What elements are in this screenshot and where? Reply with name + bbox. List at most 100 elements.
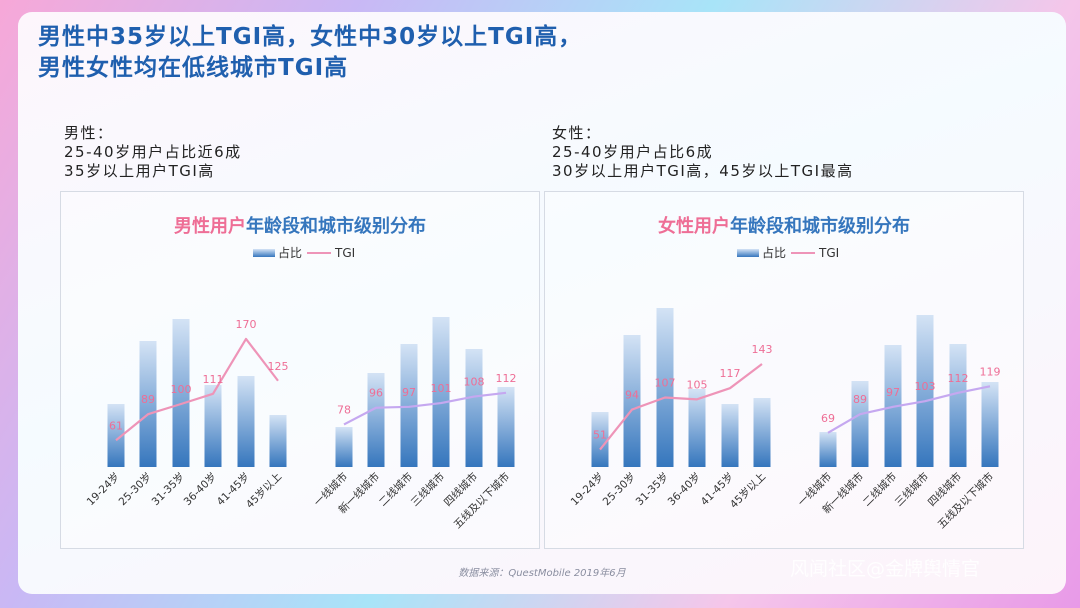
category-label: 31-35岁: [633, 470, 671, 508]
male-chart-panel: 男性用户年龄段和城市级别分布占比 TGI 61 89 100 111 170 125 19-24…: [60, 191, 540, 549]
share-bar: [172, 319, 190, 467]
category-label: 三线城市: [892, 470, 931, 509]
tgi-label: 78: [337, 403, 351, 416]
tgi-label: 89: [141, 393, 155, 406]
legend-tgi-label: TGI: [818, 246, 839, 260]
category-label: 19-24岁: [568, 470, 606, 508]
chart-title-highlight: 男性用户: [174, 215, 246, 237]
share-bar: [688, 389, 706, 467]
category-label: 三线城市: [408, 470, 447, 509]
share-bar: [949, 344, 967, 467]
share-bar: [916, 315, 934, 467]
category-label: 31-35岁: [149, 470, 187, 508]
tgi-label: 97: [886, 386, 900, 399]
tgi-label: 112: [496, 372, 517, 385]
headline: 男性中35岁以上TGI高，女性中30岁以上TGI高， 男性女性均在低线城市TGI…: [38, 22, 582, 84]
legend-share-label: 占比: [762, 245, 786, 260]
share-bar: [721, 404, 739, 467]
tgi-label: 96: [369, 387, 383, 400]
share-bar: [656, 308, 674, 467]
tgi-line: [599, 363, 763, 451]
tgi-label: 103: [915, 380, 936, 393]
tgi-label: 107: [655, 376, 676, 389]
tgi-label: 170: [236, 318, 257, 331]
female-note-label: 女性：: [552, 124, 602, 142]
tgi-line: [827, 385, 991, 434]
category-label: 19-24岁: [84, 470, 122, 508]
age-group: 51 94 107 105 117 143 19-24岁25-30岁31-35岁36-40岁…: [568, 308, 773, 511]
category-label: 二线城市: [860, 470, 899, 509]
tgi-label: 112: [948, 372, 969, 385]
category-label: 五线及以下城市: [451, 470, 512, 531]
category-label: 36-40岁: [665, 470, 703, 508]
tgi-label: 111: [203, 373, 224, 386]
tgi-label: 51: [593, 429, 607, 442]
share-bar: [237, 376, 255, 467]
male-note-line-2: 35岁以上用户TGI高: [64, 162, 215, 180]
category-label: 36-40岁: [181, 470, 219, 508]
tgi-label: 101: [431, 382, 452, 395]
age-group: 61 89 100 111 170 125 19-24岁25-30岁31-35岁36-40岁…: [84, 318, 289, 511]
female-note-line-1: 25-40岁用户占比6成: [552, 143, 714, 161]
male-note-line-1: 25-40岁用户占比近6成: [64, 143, 242, 161]
share-bar: [367, 373, 385, 467]
category-label: 45岁以上: [727, 470, 768, 511]
share-bar: [465, 349, 483, 467]
tgi-label: 125: [268, 360, 289, 373]
male-note-label: 男性：: [64, 124, 114, 142]
tgi-label: 97: [402, 386, 416, 399]
male-note: 男性： 25-40岁用户占比近6成 35岁以上用户TGI高: [64, 124, 242, 181]
chart-title-highlight: 女性用户: [658, 215, 730, 237]
tgi-label: 108: [464, 376, 485, 389]
chart-legend: 占比 TGI: [737, 245, 839, 260]
headline-line-2: 男性女性均在低线城市TGI高: [38, 55, 349, 81]
tgi-label: 100: [171, 383, 192, 396]
chart-title-rest: 年龄段和城市级别分布: [730, 215, 910, 237]
share-bar: [269, 415, 287, 467]
female-note-line-2: 30岁以上用户TGI高，45岁以上TGI最高: [552, 162, 854, 180]
chart-legend: 占比 TGI: [253, 245, 355, 260]
share-bar: [851, 381, 869, 467]
category-label: 25-30岁: [600, 470, 638, 508]
slide-card: 男性中35岁以上TGI高，女性中30岁以上TGI高， 男性女性均在低线城市TGI…: [18, 12, 1066, 594]
tgi-label: 61: [109, 419, 123, 432]
share-bar: [753, 398, 771, 467]
tgi-label: 94: [625, 389, 639, 402]
share-bar: [819, 432, 837, 467]
share-bar: [432, 317, 450, 467]
share-bar: [335, 427, 353, 467]
category-label: 五线及以下城市: [935, 470, 996, 531]
share-bar: [497, 387, 515, 467]
share-bar: [981, 382, 999, 467]
share-bar: [107, 404, 125, 467]
female-note: 女性： 25-40岁用户占比6成 30岁以上用户TGI高，45岁以上TGI最高: [552, 124, 854, 181]
share-bar: [204, 385, 222, 467]
share-bar: [139, 341, 157, 467]
share-bar: [400, 344, 418, 467]
legend-share-label: 占比: [278, 245, 302, 260]
tgi-label: 69: [821, 412, 835, 425]
tgi-line: [343, 391, 507, 426]
tgi-label: 119: [980, 365, 1001, 378]
category-label: 二线城市: [376, 470, 415, 509]
tgi-label: 143: [752, 343, 773, 356]
legend-share-swatch: [737, 249, 759, 257]
category-label: 45岁以上: [243, 470, 284, 511]
data-source: 数据来源：QuestMobile 2019年6月: [458, 568, 626, 579]
tgi-label: 89: [853, 393, 867, 406]
chart-title: 男性用户年龄段和城市级别分布: [174, 215, 426, 237]
tgi-label: 117: [720, 367, 741, 380]
chart-title-rest: 年龄段和城市级别分布: [246, 215, 426, 237]
chart-title: 女性用户年龄段和城市级别分布: [658, 215, 910, 237]
female-chart-panel: 女性用户年龄段和城市级别分布占比 TGI 51 94 107 105 117 143 19-24…: [544, 191, 1024, 549]
category-label: 25-30岁: [116, 470, 154, 508]
legend-share-swatch: [253, 249, 275, 257]
watermark: 风闻社区@金牌舆情官: [790, 558, 981, 580]
share-bar: [623, 335, 641, 467]
tgi-label: 105: [687, 378, 708, 391]
headline-line-1: 男性中35岁以上TGI高，女性中30岁以上TGI高，: [38, 24, 583, 50]
